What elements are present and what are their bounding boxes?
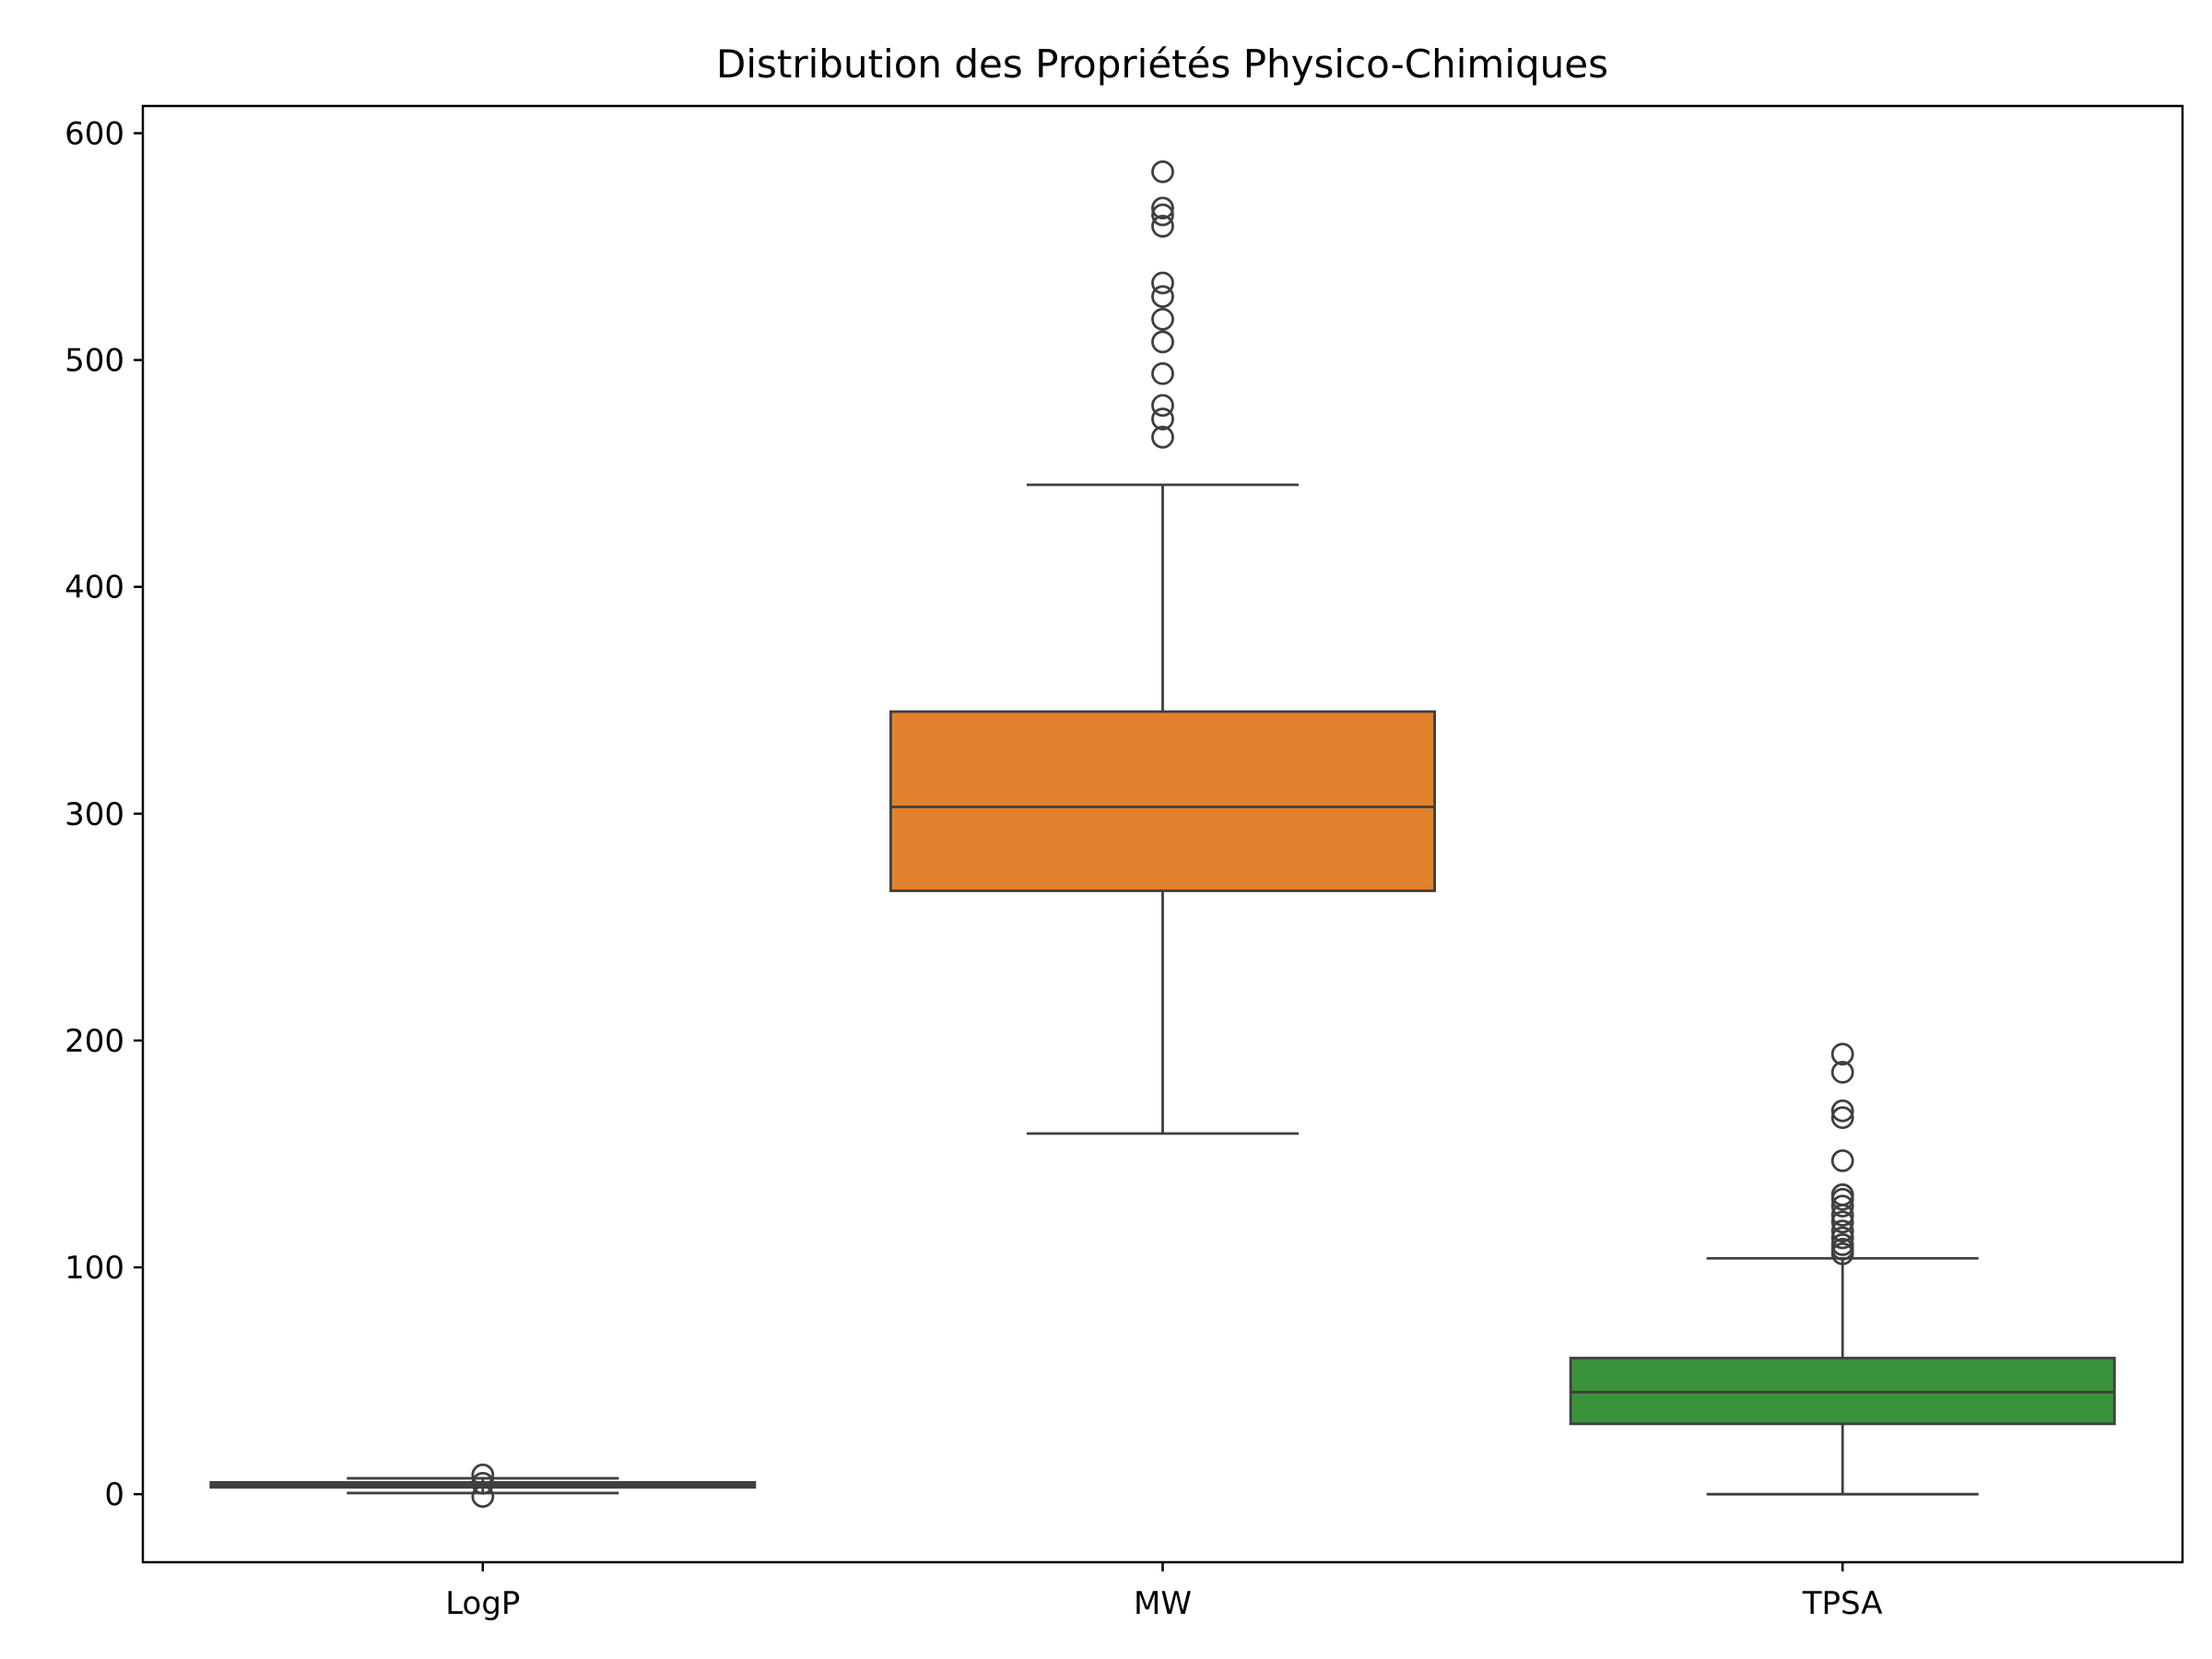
- outlier-point-mw: [1151, 196, 1174, 220]
- outlier-point-mw: [1151, 215, 1174, 238]
- outlier-point-mw: [1151, 394, 1174, 418]
- outlier-point-mw: [1151, 425, 1174, 449]
- y-tick-label: 200: [65, 1023, 124, 1060]
- plot-frame: [141, 104, 2184, 1564]
- box-mw: [889, 710, 1436, 892]
- y-tick-label: 400: [65, 570, 124, 606]
- outlier-point-tpsa: [1830, 1219, 1854, 1243]
- outlier-point-mw: [1151, 203, 1174, 227]
- outlier-point-tpsa: [1830, 1106, 1854, 1130]
- outlier-point-mw: [1151, 307, 1174, 331]
- outlier-point-mw: [1151, 407, 1174, 431]
- outlier-point-mw: [1151, 271, 1174, 295]
- plot-area: 0 100 200 300 400 500 600 LogP MW TPSA: [65, 116, 2116, 1622]
- outlier-point-mw: [1151, 159, 1174, 183]
- outlier-point-tpsa: [1830, 1194, 1854, 1218]
- x-tick-label-logp: LogP: [445, 1585, 520, 1622]
- outlier-point-logp: [471, 1471, 495, 1495]
- outlier-point-tpsa: [1830, 1042, 1854, 1066]
- outlier-point-mw: [1151, 362, 1174, 385]
- outlier-point-tpsa: [1830, 1148, 1854, 1172]
- y-tick-label: 300: [65, 796, 124, 833]
- y-tick-label: 600: [65, 116, 124, 153]
- x-tick-label-tpsa: TPSA: [1802, 1585, 1883, 1622]
- y-tick-label: 0: [104, 1477, 124, 1513]
- outlier-point-mw: [1151, 285, 1174, 309]
- outlier-point-tpsa: [1830, 1210, 1854, 1234]
- outlier-point-tpsa: [1830, 1099, 1854, 1123]
- x-tick-label-mw: MW: [1134, 1585, 1192, 1622]
- outlier-point-mw: [1151, 330, 1174, 354]
- outlier-point-tpsa: [1830, 1226, 1854, 1250]
- chart-title: Distribution des Propriétés Physico-Chim…: [716, 41, 1608, 87]
- outlier-point-logp: [471, 1463, 495, 1487]
- outlier-point-tpsa: [1830, 1182, 1854, 1206]
- outlier-point-tpsa: [1830, 1233, 1854, 1256]
- y-tick-label: 100: [65, 1250, 124, 1287]
- y-tick-label: 500: [65, 343, 124, 380]
- outlier-point-tpsa: [1830, 1061, 1854, 1084]
